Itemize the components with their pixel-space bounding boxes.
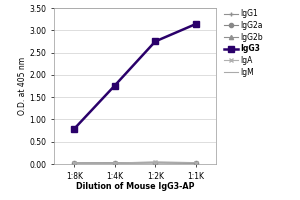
Line: IgG1: IgG1 <box>72 160 198 166</box>
IgG2b <box>113 162 116 164</box>
IgG1 <box>73 162 76 164</box>
X-axis label: Dilution of Mouse IgG3-AP: Dilution of Mouse IgG3-AP <box>76 182 194 191</box>
IgG2b <box>154 161 157 164</box>
Line: IgG2b: IgG2b <box>72 161 198 165</box>
IgG1 <box>113 162 116 164</box>
IgG2b <box>194 161 198 164</box>
IgG1 <box>194 162 198 164</box>
IgA <box>194 161 198 164</box>
IgA <box>154 161 157 163</box>
IgA <box>73 162 76 164</box>
IgG3 <box>154 40 157 43</box>
IgG3 <box>73 128 76 130</box>
Line: IgG3: IgG3 <box>71 21 199 132</box>
IgA <box>113 162 116 164</box>
IgM <box>73 162 76 164</box>
IgG3 <box>113 84 116 87</box>
IgG2b <box>73 162 76 164</box>
Line: IgG2a: IgG2a <box>72 161 198 165</box>
Line: IgA: IgA <box>72 160 198 165</box>
IgG3 <box>194 23 198 25</box>
IgG2a <box>73 162 76 164</box>
IgG1 <box>154 161 157 164</box>
IgG2a <box>113 161 116 164</box>
IgM <box>194 161 198 164</box>
Y-axis label: O.D. at 405 nm: O.D. at 405 nm <box>18 57 27 115</box>
IgM <box>113 162 116 164</box>
IgG2a <box>154 161 157 164</box>
IgG2a <box>194 162 198 164</box>
Legend: IgG1, IgG2a, IgG2b, IgG3, IgA, IgM: IgG1, IgG2a, IgG2b, IgG3, IgA, IgM <box>223 9 263 78</box>
IgM <box>154 161 157 164</box>
